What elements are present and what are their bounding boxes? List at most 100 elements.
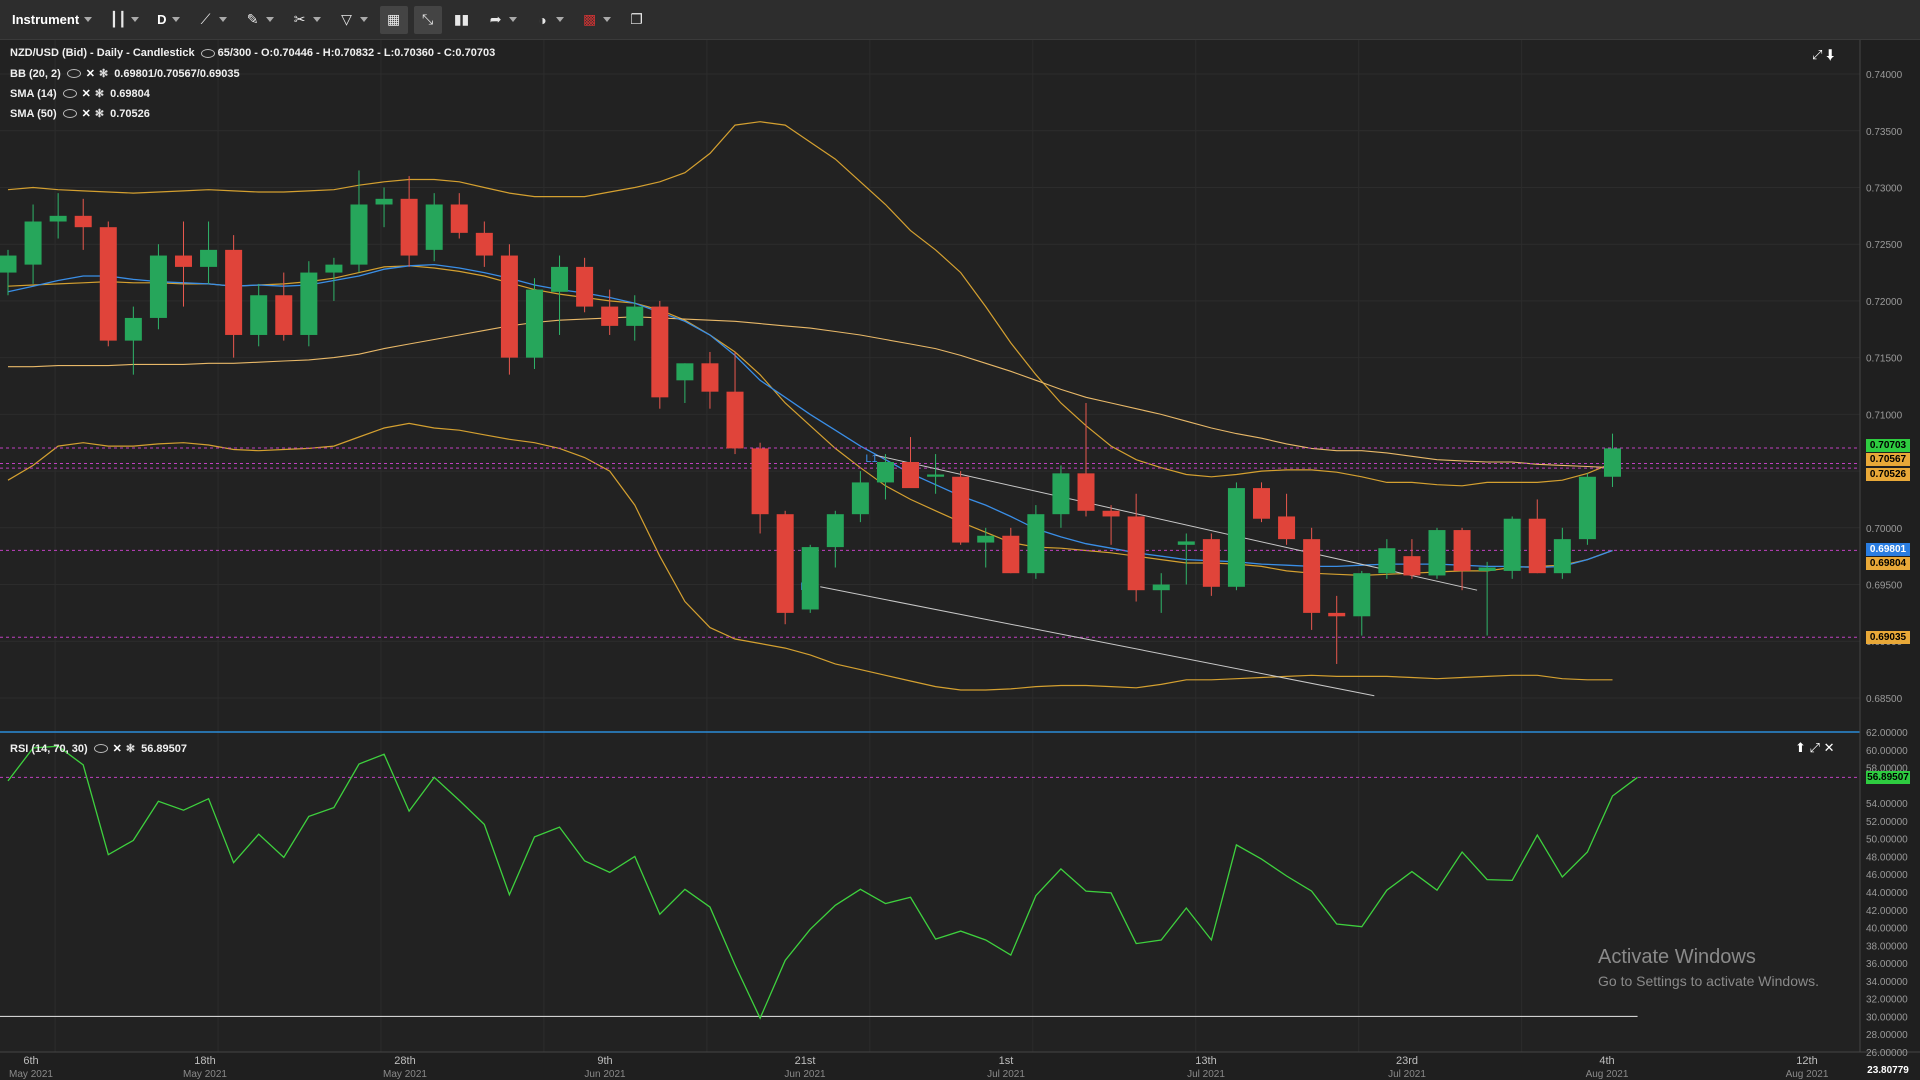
x-tick-month-label: Jul 2021 (987, 1069, 1025, 1080)
candle-bull (0, 255, 17, 273)
sma14-label: SMA (14) (10, 87, 57, 100)
eye-icon[interactable] (200, 48, 215, 58)
x-tick-label: 4th (1599, 1055, 1614, 1067)
candle-bull (350, 204, 368, 265)
x-tick-label: 28th (394, 1055, 415, 1067)
arrow-down-icon[interactable]: ⬇ (1826, 47, 1835, 62)
expand-icon[interactable]: ⤢ (1812, 47, 1823, 62)
candle-bear (174, 255, 192, 267)
indicators-button[interactable]: ▮▮ (448, 6, 476, 34)
candle-bull (300, 272, 318, 335)
toolbar: Instrument ┃┃ D ⟋ ✎ ✂ ▽ ▦ ⤡ ▮▮ ➦ ◑ ▩ ❐ (0, 0, 1920, 40)
candle-bull (49, 215, 67, 222)
sma14-line (7, 263, 1613, 569)
eye-icon[interactable] (62, 109, 77, 118)
candle-bull (1227, 488, 1245, 587)
symbol-label: NZD/USD (Bid) - Daily - Candlestick (10, 47, 195, 59)
candle-bear (1528, 518, 1546, 574)
candle-bear (1002, 535, 1020, 574)
candle-bear (701, 363, 719, 392)
close-icon[interactable]: ✕ (85, 68, 95, 80)
rsi-tick-label: 42.00000 (1866, 906, 1908, 917)
price-tick-label: 0.68500 (1866, 694, 1903, 705)
chevron-down-icon (84, 17, 93, 22)
line-tool-icon: ⟋ (200, 11, 211, 27)
instrument-dropdown[interactable]: Instrument (6, 6, 98, 34)
crosshair-dropdown[interactable]: ✂ (286, 6, 327, 34)
watermark-title: Activate Windows (1598, 946, 1756, 968)
candle-bear (1403, 556, 1421, 576)
eye-icon[interactable] (93, 744, 108, 753)
sma14-legend: SMA (14) ✕ ✻ 0.69804 (10, 87, 150, 101)
rsi-tick-label: 34.00000 (1866, 977, 1908, 988)
language-dropdown[interactable]: ▩ (576, 6, 617, 34)
rsi-tick-label: 30.00000 (1866, 1012, 1908, 1023)
eye-icon[interactable] (62, 89, 77, 98)
rsi-tick-label: 58.00000 (1866, 764, 1908, 775)
candle-bull (1027, 514, 1045, 574)
theme-dropdown[interactable]: ◑ (529, 6, 570, 34)
share-icon: ➦ (489, 11, 502, 27)
candle-bull (1503, 518, 1521, 571)
timeframe-dropdown[interactable]: D (151, 6, 185, 34)
close-icon[interactable]: ✕ (1823, 740, 1835, 755)
rsi-pane (0, 745, 1860, 1020)
line-tool-dropdown[interactable]: ⟋ (192, 6, 233, 34)
share-dropdown[interactable]: ➦ (482, 6, 523, 34)
candle-bear (726, 391, 744, 449)
candle-bear (1077, 473, 1095, 511)
candle-bear (450, 204, 468, 233)
gear-icon[interactable]: ✻ (98, 68, 109, 80)
window-button[interactable]: ❐ (623, 6, 651, 34)
rsi-label: RSI (14, 70, 30) (10, 742, 88, 755)
candlestick-icon: ┃┃ (109, 11, 127, 27)
rsi-tick-label: 40.00000 (1866, 924, 1908, 935)
bar-chart-icon: ▮▮ (453, 11, 470, 27)
candle-bull (375, 198, 393, 205)
ruler-dropdown[interactable]: ✎ (239, 6, 280, 34)
candle-bear (1328, 612, 1346, 617)
close-icon[interactable]: ✕ (112, 743, 122, 755)
trash-dropdown[interactable]: ▽ (333, 6, 374, 34)
arrow-up-icon[interactable]: ⬆ (1795, 740, 1806, 755)
x-tick-month-label: Jul 2021 (1388, 1069, 1426, 1080)
sma50-line (8, 316, 1613, 469)
gear-icon[interactable]: ✻ (94, 88, 105, 100)
candle-bear (1278, 516, 1296, 540)
price-tag: 0.69801 (1866, 543, 1910, 556)
close-icon[interactable]: ✕ (81, 88, 91, 100)
price-tag: 0.70526 (1866, 468, 1910, 481)
eye-icon[interactable] (66, 69, 81, 78)
chevron-down-icon (508, 17, 517, 22)
candle-bull (24, 221, 42, 265)
price-tick-label: 0.71500 (1866, 354, 1903, 365)
price-tick-label: 0.71000 (1866, 410, 1903, 421)
candle-bull (1378, 548, 1396, 574)
x-tick-month-label: May 2021 (9, 1069, 53, 1080)
close-icon[interactable]: ✕ (81, 108, 91, 120)
layout-button[interactable]: ▦ (379, 5, 408, 34)
gear-icon[interactable]: ✻ (125, 743, 136, 755)
candle-bull (1553, 539, 1571, 574)
fullscreen-button[interactable]: ⤡ (413, 5, 442, 34)
chart-type-dropdown[interactable]: ┃┃ (104, 6, 145, 34)
gear-icon[interactable]: ✻ (94, 108, 105, 120)
candle-bull (1578, 476, 1596, 540)
sma50-value: 0.70526 (110, 107, 150, 120)
rsi-tick-label: 46.00000 (1866, 870, 1908, 881)
price-tick-label: 0.72500 (1866, 240, 1903, 251)
candle-bull (325, 264, 343, 273)
trend-lines: L1L2 (800, 453, 1478, 697)
x-tick-label: 9th (597, 1055, 612, 1067)
chevron-down-icon (359, 17, 368, 22)
candle-bear (74, 215, 92, 228)
candle-bull (124, 317, 142, 341)
bb-upper-line (7, 121, 1613, 487)
candle-bull (149, 255, 167, 318)
expand-icon[interactable]: ⤢ (1809, 740, 1820, 755)
price-tick-label: 0.72000 (1866, 297, 1903, 308)
rsi-tick-label: 44.00000 (1866, 888, 1908, 899)
rsi-tick-label: 26.00000 (1866, 1048, 1908, 1059)
chevron-down-icon (265, 17, 274, 22)
